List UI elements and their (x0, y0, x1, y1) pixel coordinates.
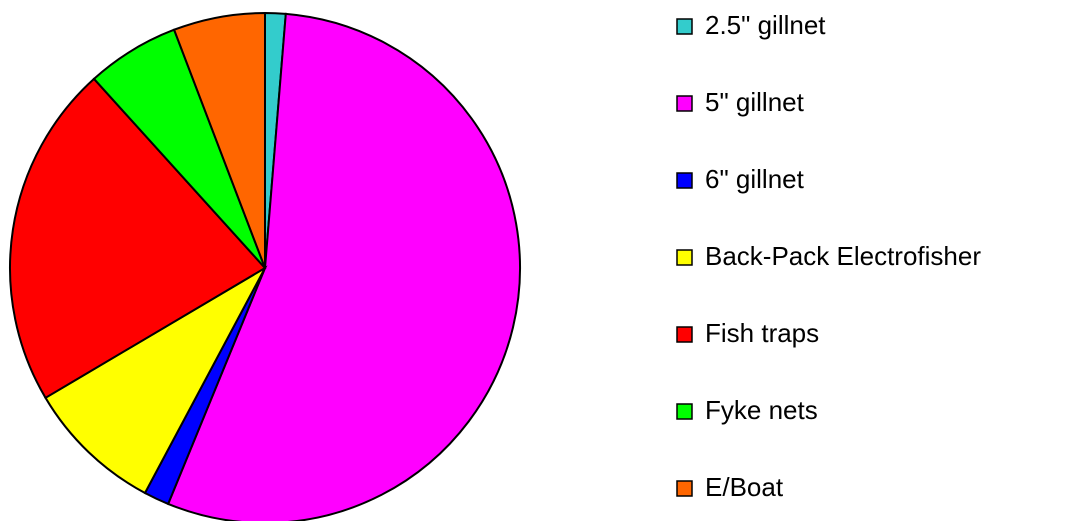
legend-swatch (676, 326, 693, 343)
legend-label: 6" gillnet (705, 164, 805, 194)
legend-label: Fyke nets (705, 395, 818, 425)
legend-label: 2.5" gillnet (705, 10, 826, 40)
legend-swatch (676, 95, 693, 112)
legend-swatch (676, 18, 693, 35)
legend-label: 5" gillnet (705, 87, 805, 117)
legend-label: E/Boat (705, 472, 784, 502)
legend-swatch (676, 480, 693, 497)
legend-swatch (676, 249, 693, 266)
legend-label: Back-Pack Electrofisher (705, 241, 981, 271)
legend-swatch (676, 172, 693, 189)
legend-swatch (676, 403, 693, 420)
pie-slice (166, 12, 521, 521)
pie-slice (9, 77, 267, 400)
legend-label: Fish traps (705, 318, 819, 348)
pie-slice (44, 265, 268, 495)
pie-slice (172, 11, 266, 269)
